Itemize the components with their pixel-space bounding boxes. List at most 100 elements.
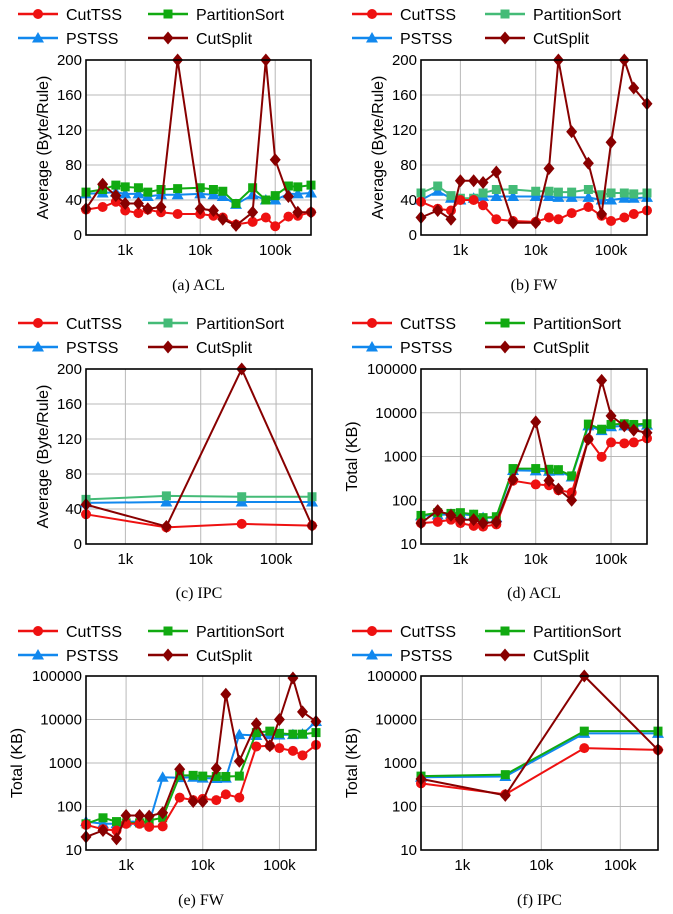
chart-panel-e: 10 100 1000 10000 100000 1k 10k 100k Total (KB) C…: [9, 624, 322, 909]
legend-label-cutsplit: CutSplit: [533, 340, 590, 357]
plot-frame: [85, 368, 313, 545]
data-point-partitionsort: [274, 728, 284, 738]
x-tick-label: 10k: [189, 551, 214, 568]
legend-marker-cutsplit: [162, 648, 174, 662]
series-group: [80, 362, 318, 533]
legend: CutTSS PartitionSort PSTSS CutSplit: [352, 624, 622, 665]
data-point-cutsplit: [187, 795, 199, 809]
data-point-cutsplit: [596, 373, 608, 387]
data-point-cutsplit: [217, 212, 229, 226]
legend-marker-cuttss: [367, 626, 377, 636]
data-point-cutsplit: [110, 189, 122, 203]
data-point-cuttss: [172, 209, 183, 219]
legend: CutTSS PartitionSort PSTSS CutSplit: [18, 624, 285, 665]
data-point-partitionsort: [478, 188, 488, 198]
data-point-cutsplit: [120, 809, 132, 823]
data-point-cutsplit: [454, 174, 466, 188]
series-line-partitionsort: [420, 730, 658, 778]
series-group: [415, 373, 653, 532]
legend: CutTSS PartitionSort PSTSS CutSplit: [18, 7, 285, 48]
data-point-cutsplit: [445, 212, 457, 226]
y-axis-label: Average (Byte/Rule): [35, 385, 52, 529]
legend-label-pstss: PSTSS: [400, 648, 452, 665]
y-tick-label: 40: [65, 192, 82, 209]
data-point-partitionsort: [583, 419, 593, 429]
data-point-cuttss: [236, 518, 247, 529]
series-line-cutsplit: [420, 380, 648, 525]
data-point-pstss: [507, 190, 520, 201]
data-point-cuttss: [220, 789, 231, 800]
data-point-partitionsort: [111, 180, 121, 190]
y-tick-label: 1000: [384, 449, 417, 466]
y-tick-label: 10: [65, 842, 82, 859]
legend-marker-cutsplit: [162, 31, 174, 45]
data-point-cuttss: [260, 212, 271, 223]
x-tick-label: 1k: [117, 551, 133, 568]
data-point-cutsplit: [566, 125, 578, 139]
y-tick-label: 120: [57, 431, 82, 448]
legend-label-partitionsort: PartitionSort: [533, 7, 622, 24]
data-point-cuttss: [583, 202, 594, 212]
data-point-cutsplit: [628, 81, 640, 95]
data-point-pstss: [160, 496, 173, 507]
data-point-cuttss: [628, 437, 639, 448]
legend: CutTSS PartitionSort PSTSS CutSplit: [352, 7, 622, 48]
y-axis-label: Total (KB): [344, 421, 361, 491]
data-point-partitionsort: [446, 191, 456, 201]
data-point-cuttss: [566, 208, 577, 219]
data-point-partitionsort: [567, 187, 577, 197]
legend-label-cuttss: CutTSS: [66, 7, 122, 24]
plot-frame: [85, 59, 312, 236]
data-point-cutsplit: [155, 200, 167, 214]
series-group: [80, 53, 317, 232]
legend-label-cuttss: CutTSS: [66, 316, 122, 333]
y-tick-label: 200: [392, 52, 417, 69]
data-point-partitionsort: [531, 186, 541, 196]
x-tick-label: 1k: [117, 242, 133, 259]
legend-marker-partitionsort: [163, 318, 173, 328]
data-point-partitionsort: [173, 184, 183, 194]
data-point-cutsplit: [207, 204, 219, 217]
data-point-cutsplit: [143, 809, 155, 823]
data-point-cutsplit: [247, 205, 259, 219]
data-point-partitionsort: [248, 183, 258, 193]
legend-marker-cuttss: [33, 626, 43, 636]
chart-panel-a: 0 40 80 120 160 200 1k 10k 100k Average (Byte/Rul…: [18, 7, 317, 294]
data-point-cuttss: [596, 451, 607, 462]
data-point-pstss: [605, 194, 618, 205]
data-point-cutsplit: [445, 508, 457, 522]
series-line-cuttss: [420, 747, 659, 796]
data-point-cutsplit: [530, 415, 542, 429]
data-point-cutsplit: [119, 197, 131, 210]
y-tick-label: 100000: [367, 361, 417, 378]
data-point-cuttss: [174, 792, 185, 803]
legend-label-partitionsort: PartitionSort: [196, 7, 285, 24]
series-group: [80, 671, 322, 846]
x-tick-label: 10k: [524, 242, 549, 259]
data-point-partitionsort: [156, 185, 166, 194]
data-point-partitionsort: [500, 770, 510, 780]
data-point-partitionsort: [221, 771, 231, 781]
legend-label-cuttss: CutTSS: [400, 7, 456, 24]
data-point-pstss: [119, 187, 132, 199]
legend-label-cuttss: CutTSS: [66, 624, 122, 641]
data-point-cutsplit: [432, 204, 444, 217]
data-point-pstss: [582, 191, 595, 202]
data-point-cuttss: [97, 202, 108, 212]
y-tick-label: 160: [392, 87, 417, 104]
data-point-cutsplit: [477, 176, 489, 189]
plot-frame: [420, 675, 659, 851]
data-point-partitionsort: [606, 419, 616, 429]
data-point-cutsplit: [111, 832, 123, 846]
data-point-cutsplit: [197, 795, 209, 809]
chart-caption: (c) IPC: [176, 585, 223, 602]
series-line-cutsplit: [420, 674, 659, 797]
y-tick-label: 10: [400, 842, 417, 859]
x-tick-label: 10k: [188, 242, 213, 259]
data-point-cuttss: [297, 750, 308, 761]
data-point-cuttss: [283, 211, 294, 222]
data-point-cutsplit: [582, 156, 594, 170]
y-tick-label: 200: [57, 361, 82, 378]
data-point-cuttss: [234, 792, 245, 803]
